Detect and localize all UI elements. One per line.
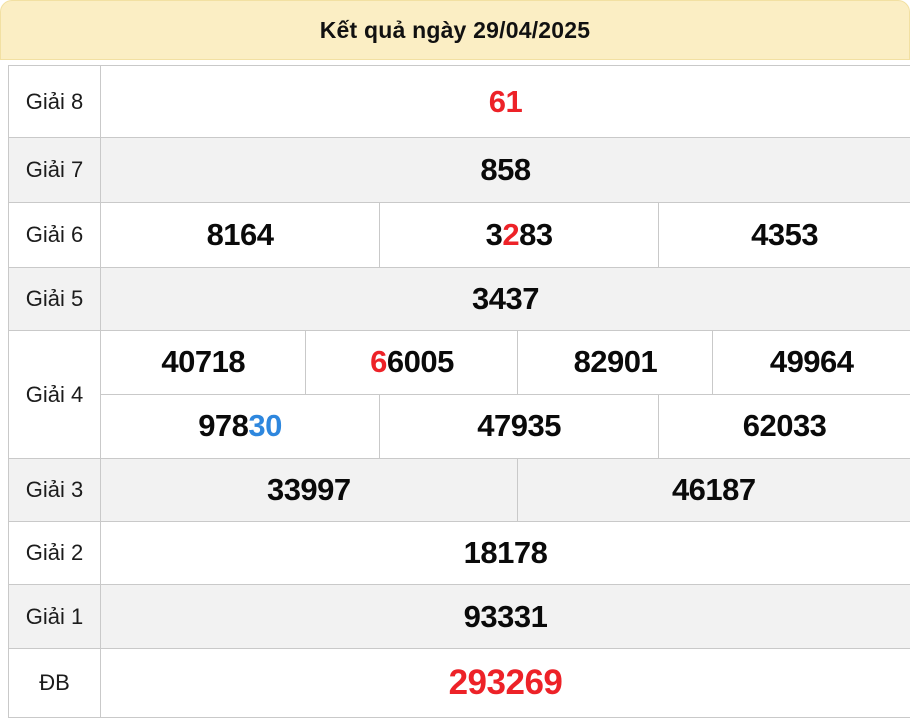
prize-6-value-1: 8164 [101,203,381,267]
prize-3-value-2: 46187 [671,472,756,507]
prize-8-row: Giải 8 61 [9,66,910,138]
prize-4-value-3: 82901 [518,331,714,394]
prize-3-row: Giải 3 33997 46187 [9,459,910,522]
prize-7-label: Giải 7 [9,138,101,202]
prize-4-value-4: 49964 [769,344,854,380]
prize-2-cells: 18178 [101,522,910,584]
results-header: Kết quả ngày 29/04/2025 [0,0,910,60]
prize-db-value: 293269 [448,663,563,702]
prize-1-cells: 93331 [101,585,910,648]
results-table: Giải 8 61 Giải 7 858 Giải 6 8164 3 2 83 43… [8,65,910,718]
prize-4-value-2: 6 6005 [306,331,519,394]
prize-6-value-3: 4353 [751,217,819,252]
prize-8-cells: 61 [101,66,910,137]
prize-5-row: Giải 5 3437 [9,268,910,331]
prize-7-row: Giải 7 858 [9,138,910,203]
prize-4-value-5: 978 30 [101,394,381,458]
prize-2-label: Giải 2 [9,522,101,584]
results-title: Kết quả ngày 29/04/2025 [319,16,591,43]
prize-6-label: Giải 6 [9,203,101,267]
prize-4-subrow-1: 40718 6 6005 82901 49964 [101,331,910,395]
prize-db-cells: 293269 [101,649,910,717]
prize-1-row: Giải 1 93331 [9,585,910,649]
prize-db-label: ĐB [9,649,101,717]
prize-6-value-2: 3 2 83 [380,203,660,267]
prize-2-row: Giải 2 18178 [9,522,910,585]
prize-7-cells: 858 [101,138,910,202]
prize-4-value-7: 62033 [742,408,827,444]
prize-1-value: 93331 [463,598,548,634]
prize-4-row: Giải 4 40718 6 6005 82901 49964 978 30 479… [9,331,910,459]
prize-2-value: 18178 [463,535,548,570]
prize-4-cells: 40718 6 6005 82901 49964 978 30 47935 6203… [101,331,910,458]
prize-5-cells: 3437 [101,268,910,330]
prize-8-value: 61 [488,83,523,119]
prize-7-value: 858 [480,152,531,187]
prize-4-value-6: 47935 [380,394,660,458]
prize-3-label: Giải 3 [9,459,101,521]
prize-db-row: ĐB 293269 [9,649,910,718]
prize-4-subrow-2: 978 30 47935 62033 [101,394,910,458]
prize-5-label: Giải 5 [9,268,101,330]
prize-3-value-1: 33997 [101,459,518,521]
prize-6-row: Giải 6 8164 3 2 83 4353 [9,203,910,268]
prize-3-cells: 33997 46187 [101,459,910,521]
prize-4-value-1: 40718 [101,331,307,394]
prize-4-label: Giải 4 [9,331,101,458]
prize-5-value: 3437 [472,281,539,316]
prize-1-label: Giải 1 [9,585,101,648]
prize-8-label: Giải 8 [9,66,101,137]
prize-6-cells: 8164 3 2 83 4353 [101,203,910,267]
